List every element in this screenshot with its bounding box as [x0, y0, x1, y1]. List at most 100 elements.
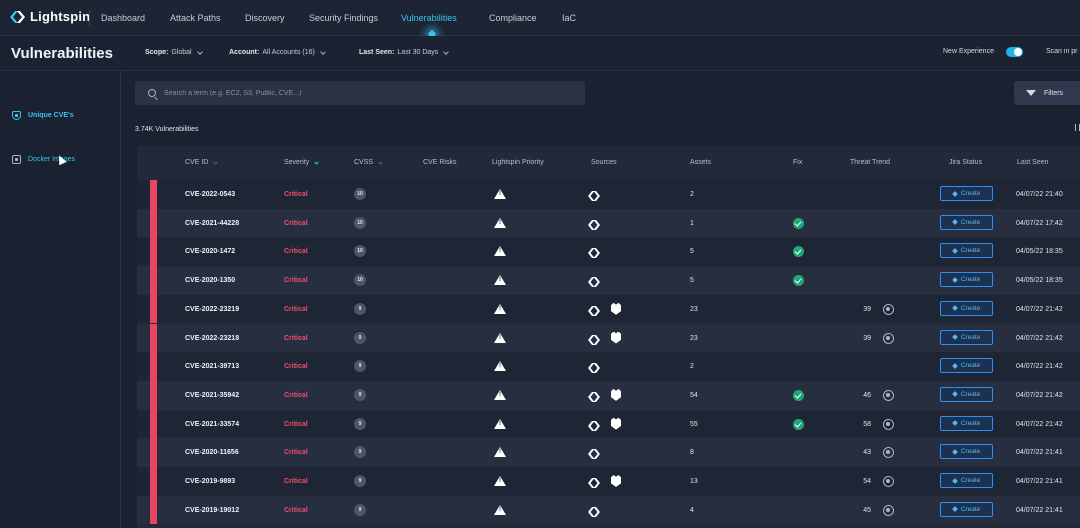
cve-id[interactable]: CVE-2020-11656	[185, 449, 239, 457]
table-row[interactable]: CVE-2021-33574 Critical 9 · · · · 55 58 Create 04/…	[137, 409, 1080, 439]
cve-id[interactable]: CVE-2019-19012	[185, 506, 240, 514]
column-header-severity[interactable]: Severity	[284, 159, 319, 166]
sources-empty: ·	[651, 305, 653, 312]
threat-trend-icon[interactable]	[883, 332, 894, 344]
source-shield-icon	[611, 331, 621, 344]
threat-trend-value: 58	[863, 420, 871, 428]
sources-empty: ·	[613, 191, 615, 197]
column-header-threat-trend[interactable]: Threat Trend	[850, 159, 890, 166]
assets-count[interactable]: 2	[690, 363, 694, 371]
sources-empty: ·	[633, 478, 635, 484]
scan-in-progress-label[interactable]: Scan in pr	[1046, 48, 1078, 55]
jira-create-button[interactable]: Create	[940, 501, 993, 517]
table-row[interactable]: CVE-2022-23218 Critical 9 · · · · 23 39 Create 04/…	[137, 323, 1080, 353]
nav-security-findings[interactable]: Security Findings	[309, 13, 379, 23]
cve-id[interactable]: CVE-2021-33574	[185, 420, 240, 428]
cve-id[interactable]: CVE-2021-39713	[185, 363, 240, 371]
jira-create-button[interactable]: Create	[940, 415, 993, 431]
jira-create-label: Create	[960, 304, 981, 312]
sidebar-item-label: Unique CVE's	[28, 112, 74, 119]
threat-trend-icon[interactable]	[883, 418, 894, 430]
jira-create-button[interactable]: Create	[940, 186, 993, 201]
nav-dashboard[interactable]: Dashboard	[101, 13, 146, 23]
column-header-assets[interactable]: Assets	[690, 159, 711, 166]
column-header-cve-id[interactable]: CVE ID	[185, 159, 218, 166]
cve-id[interactable]: CVE-2021-35942	[185, 391, 240, 399]
warning-triangle-icon	[494, 504, 506, 515]
column-header-cve-risks[interactable]: CVE Risks	[423, 159, 456, 166]
severity-label: Critical	[284, 449, 308, 457]
jira-create-label: Create	[960, 419, 981, 427]
nav-compliance[interactable]: Compliance	[489, 13, 537, 23]
account-dropdown[interactable]: Account: All Accounts (16)	[229, 48, 326, 56]
jira-create-button[interactable]: Create	[940, 243, 993, 259]
nav-vulnerabilities[interactable]: Vulnerabilities	[401, 13, 457, 23]
assets-count[interactable]: 5	[690, 248, 694, 256]
table-row[interactable]: CVE-2022-0543 Critical 10 · · · · · 2 Create 04/07…	[137, 180, 1080, 209]
assets-count[interactable]: 2	[690, 191, 694, 198]
table-row[interactable]: CVE-2021-39713 Critical 9 · · · · · 2 Create 04/07…	[137, 352, 1080, 381]
column-header-sources[interactable]: Sources	[591, 159, 617, 166]
sidebar-item-unique-cves[interactable]: Unique CVE's	[12, 111, 74, 120]
cve-id[interactable]: CVE-2020-1472	[185, 248, 236, 256]
threat-trend-icon[interactable]	[883, 447, 894, 459]
nav-attack-paths[interactable]: Attack Paths	[170, 13, 221, 23]
cve-id[interactable]: CVE-2022-0543	[185, 191, 236, 198]
threat-trend-icon[interactable]	[883, 476, 894, 487]
search-input[interactable]	[164, 89, 564, 97]
assets-count[interactable]: 5	[690, 277, 694, 285]
severity-label: Critical	[284, 277, 308, 285]
scope-dropdown[interactable]: Scope: Global	[145, 48, 203, 56]
severity-label: Critical	[284, 478, 308, 485]
jira-create-button[interactable]: Create	[940, 358, 993, 374]
assets-count[interactable]: 55	[690, 420, 698, 428]
cve-id[interactable]: CVE-2019-9893	[185, 478, 236, 485]
cve-id[interactable]: CVE-2022-23218	[185, 334, 240, 342]
jira-create-button[interactable]: Create	[940, 214, 993, 230]
threat-trend-icon[interactable]	[883, 504, 894, 516]
cve-id[interactable]: CVE-2022-23219	[185, 305, 240, 313]
cve-risks-empty: ·	[423, 478, 425, 484]
sidebar-item-docker-images[interactable]: Docker Images	[12, 155, 75, 164]
assets-count[interactable]: 13	[690, 478, 698, 485]
columns-icon[interactable]	[1075, 124, 1080, 131]
table-row[interactable]: CVE-2019-9893 Critical 9 · · · · 13 54 Create 04/0…	[137, 467, 1080, 496]
assets-count[interactable]: 54	[690, 391, 698, 399]
table-row[interactable]: CVE-2021-35942 Critical 9 · · · · 54 46 Create 04/…	[137, 380, 1080, 410]
assets-count[interactable]: 23	[690, 334, 698, 342]
column-header-cvss[interactable]: CVSS	[354, 159, 383, 166]
column-header-jira-status[interactable]: Jira Status	[949, 159, 982, 166]
search-bar[interactable]	[135, 81, 585, 105]
last-seen-dropdown[interactable]: Last Seen: Last 30 Days	[359, 48, 450, 56]
nav-discovery[interactable]: Discovery	[245, 13, 285, 23]
threat-trend-icon[interactable]	[883, 303, 894, 315]
severity-label: Critical	[284, 191, 308, 198]
jira-create-button[interactable]: Create	[940, 329, 993, 345]
jira-create-button[interactable]: Create	[940, 300, 993, 316]
column-header-last-seen[interactable]: Last Seen	[1017, 159, 1049, 166]
assets-count[interactable]: 4	[690, 506, 694, 514]
last-seen-value: 04/05/22 18:35	[1016, 248, 1063, 256]
assets-count[interactable]: 23	[690, 305, 698, 313]
table-row[interactable]: CVE-2019-19012 Critical 9 · · · · · 4 45 Create 04/…	[137, 495, 1080, 525]
assets-count[interactable]: 1	[690, 219, 694, 227]
jira-create-button[interactable]: Create	[940, 473, 993, 488]
jira-create-button[interactable]: Create	[940, 386, 993, 402]
threat-trend-icon[interactable]	[883, 389, 894, 401]
table-row[interactable]: CVE-2022-23219 Critical 9 · · · · 23 39 Create 04/…	[137, 294, 1080, 324]
jira-create-button[interactable]: Create	[940, 272, 993, 288]
filters-button[interactable]: Filters	[1014, 81, 1080, 105]
table-row[interactable]: CVE-2020-11656 Critical 9 · · · · · 8 43 Create 04/…	[137, 438, 1080, 467]
nav-iac[interactable]: IaC	[562, 13, 577, 23]
table-row[interactable]: CVE-2020-1350 Critical 10 · · · · · 5 Create 04/05…	[137, 266, 1080, 295]
table-row[interactable]: CVE-2020-1472 Critical 10 · · · · · 5 Create 04/05…	[137, 237, 1080, 267]
cve-id[interactable]: CVE-2021-44228	[185, 219, 240, 227]
new-experience-toggle[interactable]	[1006, 47, 1023, 57]
assets-count[interactable]: 8	[690, 449, 694, 457]
column-header-fix[interactable]: Fix	[793, 159, 802, 166]
table-row[interactable]: CVE-2021-44228 Critical 10 · · · · · 1 Create 04/0…	[137, 208, 1080, 238]
jira-create-button[interactable]: Create	[940, 444, 993, 460]
cve-id[interactable]: CVE-2020-1350	[185, 277, 236, 285]
column-header-lightspin-priority[interactable]: Lightspin Priority	[492, 159, 544, 166]
lightspin-logo[interactable]: Lightspin	[10, 9, 90, 24]
